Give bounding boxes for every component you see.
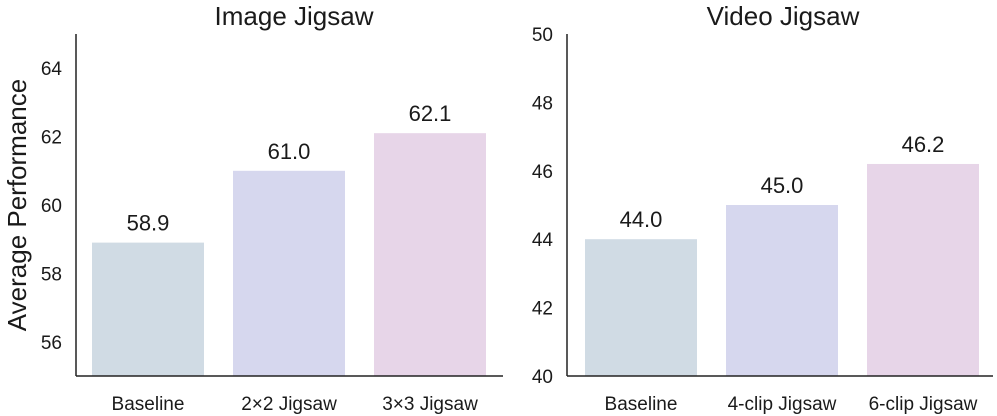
y-tick-label: 56 xyxy=(41,333,62,354)
y-tick-label: 46 xyxy=(532,162,553,183)
x-tick-label: Baseline xyxy=(112,394,185,415)
bar-value-label: 62.1 xyxy=(409,101,452,126)
chart-title: Image Jigsaw xyxy=(215,1,374,31)
y-tick-label: 44 xyxy=(532,230,554,251)
x-tick-label: 3×3 Jigsaw xyxy=(382,394,478,415)
bar xyxy=(585,239,697,376)
x-tick-label: 2×2 Jigsaw xyxy=(241,394,337,415)
image-jigsaw-panel: Image Jigsaw Average Performance 58.9 Basel… xyxy=(2,1,503,415)
x-tick-label: 4-clip Jigsaw xyxy=(728,394,837,415)
y-tick-label: 40 xyxy=(532,367,553,388)
bar-value-label: 45.0 xyxy=(761,173,804,198)
y-tick-label: 62 xyxy=(41,128,62,149)
bar xyxy=(374,133,486,376)
bar xyxy=(867,163,979,376)
bar-value-label: 44.0 xyxy=(620,207,663,232)
y-tick-label: 64 xyxy=(41,59,63,80)
y-tick-label: 42 xyxy=(532,299,553,320)
y-tick-label: 50 xyxy=(532,25,553,46)
video-jigsaw-panel: Video Jigsaw 44.0 Baseline 45.0 4-clip Jigsa… xyxy=(532,1,993,415)
bar-value-label: 58.9 xyxy=(127,211,170,236)
bar-value-label: 61.0 xyxy=(268,139,311,164)
x-tick-label: Baseline xyxy=(605,394,678,415)
chart-title: Video Jigsaw xyxy=(707,1,860,31)
y-tick-label: 48 xyxy=(532,93,553,114)
y-tick-label: 60 xyxy=(41,196,62,217)
y-tick-label: 58 xyxy=(41,264,62,285)
bar-value-label: 46.2 xyxy=(902,132,945,157)
bar xyxy=(233,170,345,376)
bar xyxy=(726,205,838,376)
y-axis-label: Average Performance xyxy=(2,79,32,331)
x-tick-label: 6-clip Jigsaw xyxy=(869,394,978,415)
bar xyxy=(92,242,204,376)
